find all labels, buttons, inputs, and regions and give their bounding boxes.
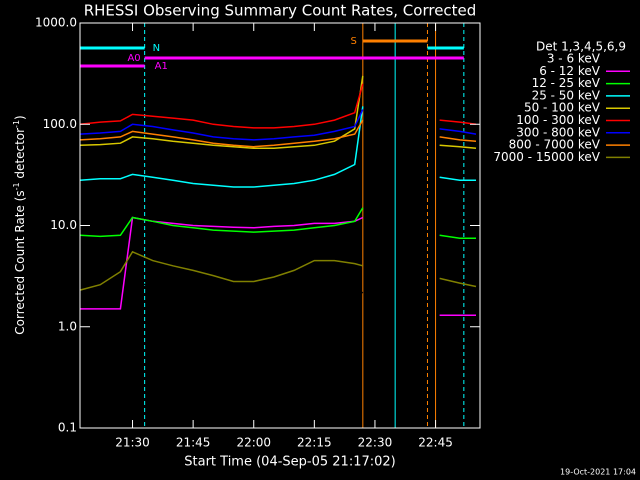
series-line [79, 75, 477, 149]
x-tick-label: 21:45 [176, 436, 211, 450]
flag-label: A1 [155, 61, 168, 72]
series-line [79, 207, 476, 239]
x-tick-label: 22:00 [236, 436, 271, 450]
legend-label: 7000 - 15000 keV [493, 150, 600, 164]
y-tick-label: 100.0 [43, 117, 77, 131]
legend-label: 6 - 12 keV [539, 64, 601, 78]
x-tick-label: 21:30 [115, 436, 150, 450]
legend-label: 100 - 300 keV [516, 113, 600, 127]
chart-title: RHESSI Observing Summary Count Rates, Co… [84, 2, 477, 20]
y-label-sup: -1 [12, 182, 21, 190]
y-label-part: Corrected Count Rate (s [13, 190, 27, 334]
x-tick-label: 22:45 [418, 436, 453, 450]
y-axis-label: Corrected Count Rate (s-1 detector-1) [12, 115, 27, 334]
x-tick-label: 22:30 [358, 436, 393, 450]
y-tick-label: 1000.0 [35, 16, 77, 30]
flag-label: N [153, 43, 160, 54]
series-line [80, 216, 476, 316]
series-line [132, 280, 364, 302]
legend-label: 3 - 6 keV [547, 52, 601, 66]
y-tick-label: 1.0 [58, 319, 77, 333]
legend-label: 12 - 25 keV [532, 76, 601, 90]
y-label-part: ) [13, 115, 27, 120]
series-line [79, 119, 477, 148]
series-line [79, 250, 477, 291]
legend-label: 50 - 100 keV [524, 101, 601, 115]
series-line [79, 106, 476, 188]
footer: 19-Oct-2021 17:04 [560, 468, 636, 477]
y-tick-label: 10.0 [50, 218, 77, 232]
legend-label: 300 - 800 keV [516, 125, 600, 139]
y-label-sup: -1 [12, 120, 21, 128]
x-axis-label: Start Time (04-Sep-05 21:17:02) [184, 455, 395, 470]
legend-label: 25 - 50 keV [532, 88, 601, 102]
legend-label: 800 - 7000 keV [509, 138, 601, 152]
flag-label: A0 [127, 53, 140, 64]
y-label-part: detector [13, 128, 27, 183]
y-tick-label: 0.1 [58, 421, 77, 435]
x-tick-label: 22:15 [297, 436, 332, 450]
series-line [79, 109, 477, 141]
series-line [79, 83, 477, 129]
legend-title: Det 1,3,4,5,6,9 [536, 40, 626, 54]
flag-label: S [350, 36, 356, 47]
